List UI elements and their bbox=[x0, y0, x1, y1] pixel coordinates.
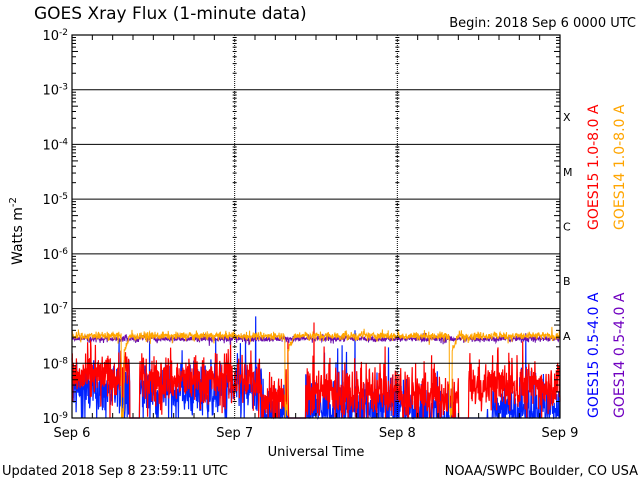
y-tick-exponent: -8 bbox=[59, 356, 68, 366]
x-tick-label: Sep 7 bbox=[216, 426, 253, 441]
y-tick-exponent: -6 bbox=[59, 247, 68, 257]
series-line-goes15-1-0-8-0-a bbox=[71, 322, 561, 420]
x-tick-label: Sep 8 bbox=[379, 426, 416, 441]
y-tick-base: 10 bbox=[42, 303, 59, 318]
y-tick-base: 10 bbox=[42, 193, 59, 208]
x-axis: Sep 6 Sep 7 Sep 8 Sep 9 bbox=[54, 35, 579, 441]
y-tick-base: 10 bbox=[42, 29, 59, 44]
y-tick-label: 10-3 bbox=[42, 83, 68, 99]
y-tick-exponent: -9 bbox=[59, 411, 68, 421]
plot-area bbox=[71, 34, 561, 420]
series-line-goes15-0-5-4-0-a bbox=[71, 316, 561, 420]
y-tick-label: 10-2 bbox=[42, 28, 68, 44]
y-tick-label: 10-9 bbox=[42, 411, 68, 427]
flare-class-label: X bbox=[563, 111, 571, 124]
legend-entry: GOES14 0.5-4.0 A bbox=[612, 292, 628, 418]
legend-entry: GOES15 1.0-8.0 A bbox=[586, 104, 602, 230]
x-tick-label: Sep 6 bbox=[54, 426, 91, 441]
y-tick-base: 10 bbox=[42, 412, 59, 427]
y-tick-base: 10 bbox=[42, 248, 59, 263]
y-tick-label: 10-8 bbox=[42, 356, 68, 372]
y-axis: 10-210-310-410-510-610-710-810-9 bbox=[42, 28, 560, 427]
plot-frame bbox=[71, 34, 561, 419]
chart-title: GOES Xray Flux (1-minute data) bbox=[34, 4, 307, 24]
flare-class-label: C bbox=[563, 221, 571, 234]
y-tick-label: 10-7 bbox=[42, 302, 68, 318]
y-tick-exponent: -3 bbox=[59, 83, 68, 93]
y-tick-exponent: -4 bbox=[59, 137, 68, 147]
y-axis-label: Watts m-2 bbox=[8, 197, 26, 265]
begin-time: Begin: 2018 Sep 6 0000 UTC bbox=[449, 16, 636, 31]
y-tick-label: 10-4 bbox=[42, 137, 68, 153]
y-tick-exponent: -5 bbox=[59, 192, 68, 202]
y-tick-label: 10-6 bbox=[42, 247, 68, 263]
flare-class-label: B bbox=[563, 275, 571, 288]
flare-class-label: A bbox=[563, 330, 571, 343]
y-tick-base: 10 bbox=[42, 84, 59, 99]
svg-text:Watts m-2: Watts m-2 bbox=[8, 197, 26, 265]
y-label-exponent: -2 bbox=[8, 197, 19, 207]
legend: X M C B A GOES15 1.0-8.0 A GOES14 1.0-8.0 A GOE… bbox=[563, 104, 628, 418]
y-tick-label: 10-5 bbox=[42, 192, 68, 208]
y-tick-exponent: -2 bbox=[59, 28, 68, 38]
legend-entry: GOES15 0.5-4.0 A bbox=[586, 292, 602, 418]
y-tick-base: 10 bbox=[42, 357, 59, 372]
y-label-text: Watts m bbox=[10, 207, 26, 265]
y-tick-exponent: -7 bbox=[59, 302, 68, 312]
x-tick-label: Sep 9 bbox=[542, 426, 579, 441]
credit: NOAA/SWPC Boulder, CO USA bbox=[445, 464, 638, 479]
updated-timestamp: Updated 2018 Sep 8 23:59:11 UTC bbox=[2, 464, 228, 479]
flare-class-label: M bbox=[563, 166, 573, 179]
legend-entry: GOES14 1.0-8.0 A bbox=[612, 104, 628, 230]
series-line-goes14-1-0-8-0-a bbox=[71, 326, 561, 419]
y-tick-base: 10 bbox=[42, 138, 59, 153]
x-axis-label: Universal Time bbox=[268, 445, 365, 460]
